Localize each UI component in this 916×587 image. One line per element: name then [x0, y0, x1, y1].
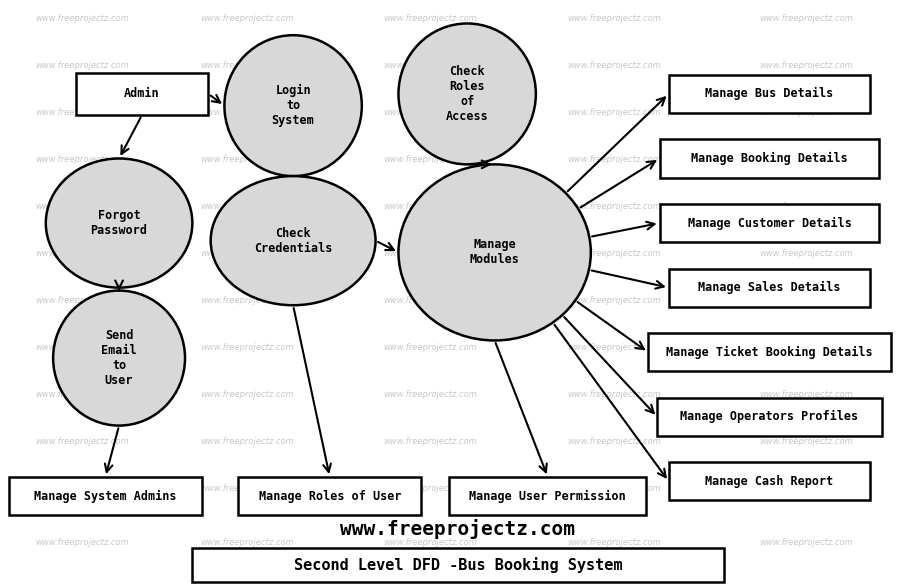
- Text: www.freeprojectz.com: www.freeprojectz.com: [384, 61, 477, 70]
- Text: www.freeprojectz.com: www.freeprojectz.com: [759, 343, 853, 352]
- Text: Manage Cash Report: Manage Cash Report: [705, 475, 834, 488]
- Text: www.freeprojectz.com: www.freeprojectz.com: [567, 249, 660, 258]
- Text: www.freeprojectz.com: www.freeprojectz.com: [384, 155, 477, 164]
- FancyBboxPatch shape: [449, 477, 647, 515]
- Text: www.freeprojectz.com: www.freeprojectz.com: [567, 296, 660, 305]
- Text: www.freeprojectz.com: www.freeprojectz.com: [384, 14, 477, 23]
- Text: www.freeprojectz.com: www.freeprojectz.com: [341, 519, 575, 539]
- Text: www.freeprojectz.com: www.freeprojectz.com: [36, 202, 129, 211]
- Text: www.freeprojectz.com: www.freeprojectz.com: [36, 249, 129, 258]
- Text: www.freeprojectz.com: www.freeprojectz.com: [201, 14, 294, 23]
- FancyBboxPatch shape: [649, 333, 890, 371]
- Text: Manage Ticket Booking Details: Manage Ticket Booking Details: [666, 346, 873, 359]
- Ellipse shape: [211, 176, 376, 305]
- Text: Send
Email
to
User: Send Email to User: [102, 329, 136, 387]
- Ellipse shape: [46, 158, 192, 288]
- Text: www.freeprojectz.com: www.freeprojectz.com: [759, 202, 853, 211]
- Text: www.freeprojectz.com: www.freeprojectz.com: [384, 296, 477, 305]
- Text: www.freeprojectz.com: www.freeprojectz.com: [567, 484, 660, 493]
- Text: www.freeprojectz.com: www.freeprojectz.com: [567, 538, 660, 548]
- FancyBboxPatch shape: [658, 398, 881, 436]
- Text: www.freeprojectz.com: www.freeprojectz.com: [567, 202, 660, 211]
- Text: Forgot
Password: Forgot Password: [91, 209, 147, 237]
- Text: Second Level DFD -Bus Booking System: Second Level DFD -Bus Booking System: [294, 556, 622, 573]
- Text: Manage Sales Details: Manage Sales Details: [698, 281, 841, 294]
- Text: www.freeprojectz.com: www.freeprojectz.com: [36, 296, 129, 305]
- Text: www.freeprojectz.com: www.freeprojectz.com: [759, 390, 853, 399]
- Text: www.freeprojectz.com: www.freeprojectz.com: [384, 108, 477, 117]
- FancyBboxPatch shape: [669, 269, 870, 306]
- Text: www.freeprojectz.com: www.freeprojectz.com: [567, 108, 660, 117]
- FancyBboxPatch shape: [238, 477, 421, 515]
- Text: www.freeprojectz.com: www.freeprojectz.com: [201, 108, 294, 117]
- Text: Admin: Admin: [125, 87, 159, 100]
- Text: www.freeprojectz.com: www.freeprojectz.com: [759, 437, 853, 446]
- Text: www.freeprojectz.com: www.freeprojectz.com: [567, 390, 660, 399]
- FancyBboxPatch shape: [660, 204, 879, 242]
- Text: Manage Customer Details: Manage Customer Details: [688, 217, 851, 230]
- Text: www.freeprojectz.com: www.freeprojectz.com: [201, 202, 294, 211]
- Text: Manage Booking Details: Manage Booking Details: [691, 152, 848, 165]
- Text: www.freeprojectz.com: www.freeprojectz.com: [384, 484, 477, 493]
- Text: Manage System Admins: Manage System Admins: [34, 490, 177, 502]
- Ellipse shape: [398, 23, 536, 164]
- Text: www.freeprojectz.com: www.freeprojectz.com: [201, 538, 294, 548]
- Ellipse shape: [398, 164, 591, 340]
- Ellipse shape: [224, 35, 362, 176]
- Text: Login
to
System: Login to System: [272, 84, 314, 127]
- Text: Manage Bus Details: Manage Bus Details: [705, 87, 834, 100]
- FancyBboxPatch shape: [669, 463, 870, 500]
- Text: www.freeprojectz.com: www.freeprojectz.com: [201, 343, 294, 352]
- Text: www.freeprojectz.com: www.freeprojectz.com: [201, 249, 294, 258]
- Text: www.freeprojectz.com: www.freeprojectz.com: [36, 484, 129, 493]
- Text: www.freeprojectz.com: www.freeprojectz.com: [759, 61, 853, 70]
- Text: www.freeprojectz.com: www.freeprojectz.com: [384, 390, 477, 399]
- Text: www.freeprojectz.com: www.freeprojectz.com: [201, 61, 294, 70]
- Text: www.freeprojectz.com: www.freeprojectz.com: [36, 155, 129, 164]
- FancyBboxPatch shape: [9, 477, 202, 515]
- Ellipse shape: [53, 291, 185, 426]
- Text: www.freeprojectz.com: www.freeprojectz.com: [567, 61, 660, 70]
- Text: www.freeprojectz.com: www.freeprojectz.com: [201, 296, 294, 305]
- Text: www.freeprojectz.com: www.freeprojectz.com: [759, 155, 853, 164]
- Text: www.freeprojectz.com: www.freeprojectz.com: [567, 437, 660, 446]
- Text: www.freeprojectz.com: www.freeprojectz.com: [759, 249, 853, 258]
- FancyBboxPatch shape: [669, 75, 870, 113]
- Text: www.freeprojectz.com: www.freeprojectz.com: [567, 155, 660, 164]
- Text: www.freeprojectz.com: www.freeprojectz.com: [384, 437, 477, 446]
- Text: Check
Roles
of
Access: Check Roles of Access: [446, 65, 488, 123]
- Text: www.freeprojectz.com: www.freeprojectz.com: [384, 538, 477, 548]
- FancyBboxPatch shape: [192, 548, 724, 582]
- Text: www.freeprojectz.com: www.freeprojectz.com: [567, 343, 660, 352]
- Text: www.freeprojectz.com: www.freeprojectz.com: [36, 14, 129, 23]
- Text: Manage Operators Profiles: Manage Operators Profiles: [681, 410, 858, 423]
- Text: www.freeprojectz.com: www.freeprojectz.com: [201, 484, 294, 493]
- Text: www.freeprojectz.com: www.freeprojectz.com: [384, 202, 477, 211]
- FancyBboxPatch shape: [75, 73, 208, 115]
- Text: www.freeprojectz.com: www.freeprojectz.com: [36, 343, 129, 352]
- Text: www.freeprojectz.com: www.freeprojectz.com: [759, 108, 853, 117]
- Text: www.freeprojectz.com: www.freeprojectz.com: [759, 538, 853, 548]
- Text: www.freeprojectz.com: www.freeprojectz.com: [36, 437, 129, 446]
- Text: www.freeprojectz.com: www.freeprojectz.com: [36, 61, 129, 70]
- Text: www.freeprojectz.com: www.freeprojectz.com: [201, 437, 294, 446]
- Text: www.freeprojectz.com: www.freeprojectz.com: [36, 390, 129, 399]
- Text: www.freeprojectz.com: www.freeprojectz.com: [384, 343, 477, 352]
- Text: www.freeprojectz.com: www.freeprojectz.com: [36, 538, 129, 548]
- Text: www.freeprojectz.com: www.freeprojectz.com: [759, 14, 853, 23]
- Text: www.freeprojectz.com: www.freeprojectz.com: [567, 14, 660, 23]
- Text: Check
Credentials: Check Credentials: [254, 227, 333, 255]
- Text: www.freeprojectz.com: www.freeprojectz.com: [201, 155, 294, 164]
- Text: www.freeprojectz.com: www.freeprojectz.com: [384, 249, 477, 258]
- Text: www.freeprojectz.com: www.freeprojectz.com: [759, 296, 853, 305]
- Text: Manage User Permission: Manage User Permission: [469, 490, 627, 502]
- FancyBboxPatch shape: [660, 140, 879, 177]
- Text: Manage Roles of User: Manage Roles of User: [258, 490, 401, 502]
- Text: www.freeprojectz.com: www.freeprojectz.com: [201, 390, 294, 399]
- Text: www.freeprojectz.com: www.freeprojectz.com: [36, 108, 129, 117]
- Text: www.freeprojectz.com: www.freeprojectz.com: [759, 484, 853, 493]
- Text: Manage
Modules: Manage Modules: [470, 238, 519, 266]
